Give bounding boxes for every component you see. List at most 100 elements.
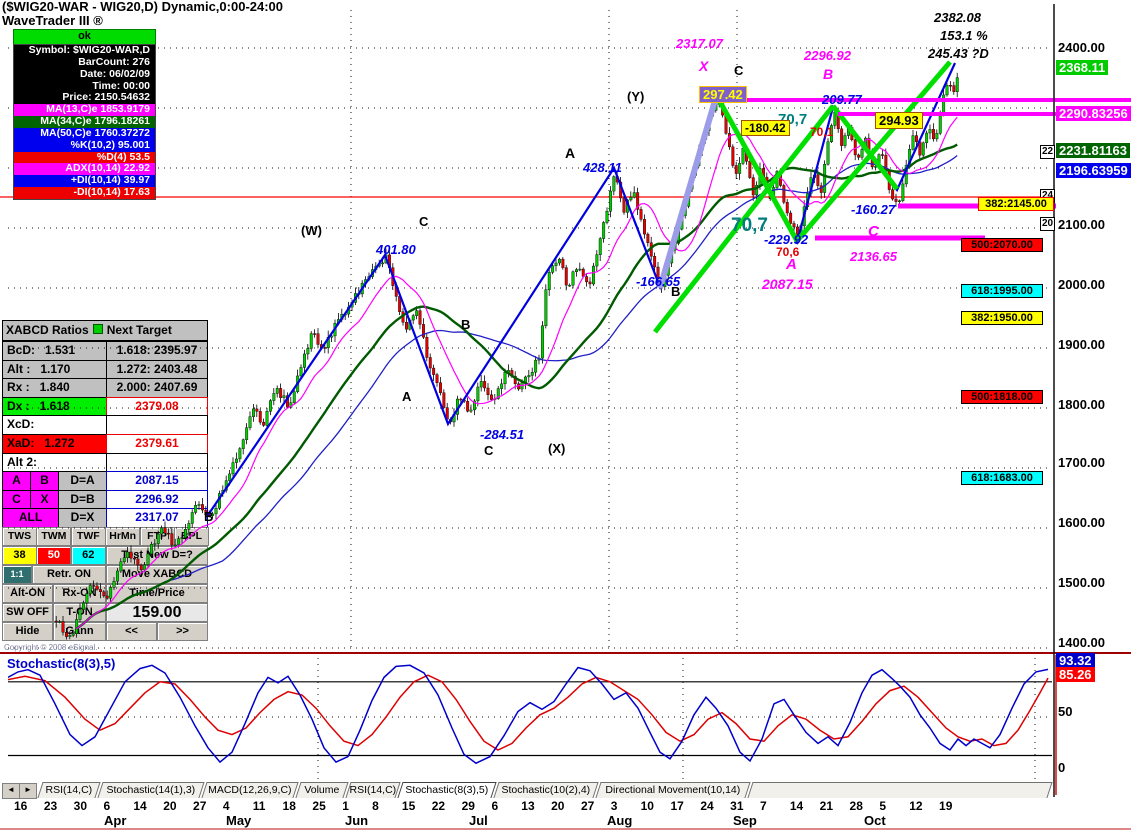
price-axis-tick: 2000.00 [1058, 277, 1105, 292]
month-label: Aug [607, 813, 633, 828]
ratio-row-Alt: Alt : 1.170 [2, 359, 107, 380]
study-tab-rsi-14-c-[interactable]: RSI(14,C) [37, 782, 101, 798]
ratio-target-value: 2379.61 [106, 434, 208, 454]
date-tick: 5 [879, 799, 887, 813]
panel-button-38[interactable]: 38 [2, 546, 37, 565]
pivot-label: B [823, 66, 834, 82]
date-tick: 12 [909, 799, 923, 813]
ratios-cell: D=X [58, 508, 107, 528]
pivot-label: A [565, 145, 576, 161]
date-tick: 1 [342, 799, 349, 813]
study-tab-stochastic-14-1-3-[interactable]: Stochastic(14(1),3) [97, 782, 205, 798]
date-tick: 20 [163, 799, 177, 813]
date-tick: 17 [670, 799, 684, 813]
panel-button--[interactable]: << [106, 622, 157, 641]
tab-scroll-left-button[interactable]: ◄ [2, 783, 20, 799]
pivot-label: 294.93 [875, 112, 923, 129]
stochastic-d-line [8, 674, 1049, 751]
study-tab-rsi-14-c-[interactable]: RSI(14,C) [345, 782, 401, 798]
panel-button-bpl[interactable]: BPL [174, 527, 209, 546]
symbol-title: ($WIG20-WAR - WIG20,D) Dynamic,0:00-24:0… [2, 0, 284, 14]
study-tab-stochastic-8-3-5-[interactable]: Stochastic(8(3),5) [397, 782, 497, 798]
panel-button-1-1[interactable]: 1:1 [2, 565, 32, 584]
panel-button-tws[interactable]: TWS [2, 527, 37, 546]
month-label: Sep [733, 813, 757, 828]
pivot-label: (Y) [627, 89, 645, 104]
date-tick: 7 [760, 799, 767, 813]
ratio-row-XaD: XaD: 1.272 [2, 434, 107, 454]
panel-button-move-xabcd[interactable]: Move XABCD [106, 565, 208, 584]
date-tick: 30 [73, 799, 88, 813]
panel-button-t-on[interactable]: T-ON [53, 603, 106, 622]
panel-button--[interactable]: >> [157, 622, 208, 641]
panel-button-rx-on[interactable]: Rx-ON [53, 584, 106, 603]
pivot-label: 2317.07 [676, 36, 723, 51]
panel-button-alt-on[interactable]: Alt-ON [2, 584, 53, 603]
panel-button-twf[interactable]: TWF [70, 527, 106, 546]
pivot-label: -284.51 [480, 427, 525, 442]
next-target-legend-icon [92, 324, 103, 334]
study-tab-macd-12-26-9-c-[interactable]: MACD(12,26,9,C) [201, 782, 299, 798]
data-window: Symbol: $WIG20-WAR,D BarCount: 276 Date: 0… [13, 44, 156, 200]
pivot-label: (X) [548, 441, 566, 456]
date-tick: 8 [372, 799, 379, 813]
data-window-row: -DI(10,14) 17.63 [14, 187, 155, 199]
study-tab-stochastic-10-2-4-[interactable]: Stochastic(10(2),4) [493, 782, 599, 798]
panel-button-time-price[interactable]: Time/Price [106, 584, 208, 603]
date-tick: 4 [222, 799, 230, 813]
panel-button-twm[interactable]: TWM [36, 527, 72, 546]
study-tab-directional-movement-10-14-[interactable]: Directional Movement(10,14) [595, 782, 751, 798]
stochastic-axis-tick: 50 [1058, 704, 1073, 719]
pivot-label: 2382.08 [934, 10, 981, 25]
date-tick: 27 [580, 799, 595, 813]
panel-button-159-00[interactable]: 159.00 [106, 603, 208, 622]
copyright-text: Copyright © 2008 eSignal. [4, 643, 98, 652]
panel-button-50[interactable]: 50 [36, 546, 72, 565]
fib-target-label: 382:2145.00 [978, 197, 1054, 211]
date-tick: 11 [252, 799, 266, 813]
panel-button-sw-off[interactable]: SW OFF [2, 603, 53, 622]
date-tick: 28 [849, 799, 863, 813]
panel-button-hrmn[interactable]: HrMn [105, 527, 141, 546]
date-tick: 29 [461, 799, 475, 813]
month-label: Jul [469, 813, 488, 828]
price-axis-tick: 2400.00 [1058, 40, 1105, 55]
price-axis-tick: 1800.00 [1058, 397, 1105, 412]
price-axis-tick: 1600.00 [1058, 515, 1105, 530]
pivot-label: -160.27 [851, 202, 896, 217]
pivot-label: X [699, 58, 709, 74]
panel-button-test-new-d-[interactable]: Test New D=? [106, 546, 208, 565]
pivot-price-value: 2296.92 [106, 489, 208, 510]
pivot-label: 245.43 ?D [928, 46, 989, 61]
date-tick: 3 [610, 799, 618, 813]
panel-button-62[interactable]: 62 [70, 546, 106, 565]
price-badge: 2196.63959 [1056, 163, 1131, 178]
price-axis-tick: 1900.00 [1058, 337, 1105, 352]
tab-scroll-right-button[interactable]: ► [19, 783, 37, 799]
stochastic-k-line [8, 664, 1049, 765]
date-tick: 13 [521, 799, 535, 813]
price-axis-tick: 2100.00 [1058, 217, 1105, 232]
pivot-label: 2296.92 [804, 48, 851, 63]
pivot-price-value: 2087.15 [106, 471, 208, 491]
date-tick: 27 [193, 799, 207, 813]
data-window-row: %D(4) 53.5 [14, 151, 155, 164]
ratio-target-value [106, 415, 208, 435]
pivot-label: 209.77 [822, 92, 862, 107]
tab-label: Directional Movement(10,14) [605, 784, 741, 796]
panel-button-retr-on[interactable]: Retr. ON [32, 565, 106, 584]
panel-button-ftp[interactable]: FTP [139, 527, 175, 546]
data-window-row: MA(50,C)e 1760.37272 [14, 127, 155, 140]
study-tab-volume[interactable]: Volume [295, 782, 349, 798]
panel-button-hide[interactable]: Hide [2, 622, 53, 641]
date-tick: 14 [133, 799, 147, 813]
panel-button-gann[interactable]: Gann [53, 622, 106, 641]
pivot-label: 297.42 [699, 86, 747, 103]
pivot-label: B [671, 284, 681, 299]
data-window-row: Price: 2150.54632 [14, 92, 155, 105]
ratio-target-value: 2.000: 2407.69 [106, 378, 208, 398]
data-window-row: MA(13,C)e 1853.9179 [14, 104, 155, 117]
price-badge: 2368.11 [1056, 60, 1109, 75]
date-tick: 6 [103, 799, 111, 813]
pivot-price-value: 2317.07 [106, 508, 208, 528]
